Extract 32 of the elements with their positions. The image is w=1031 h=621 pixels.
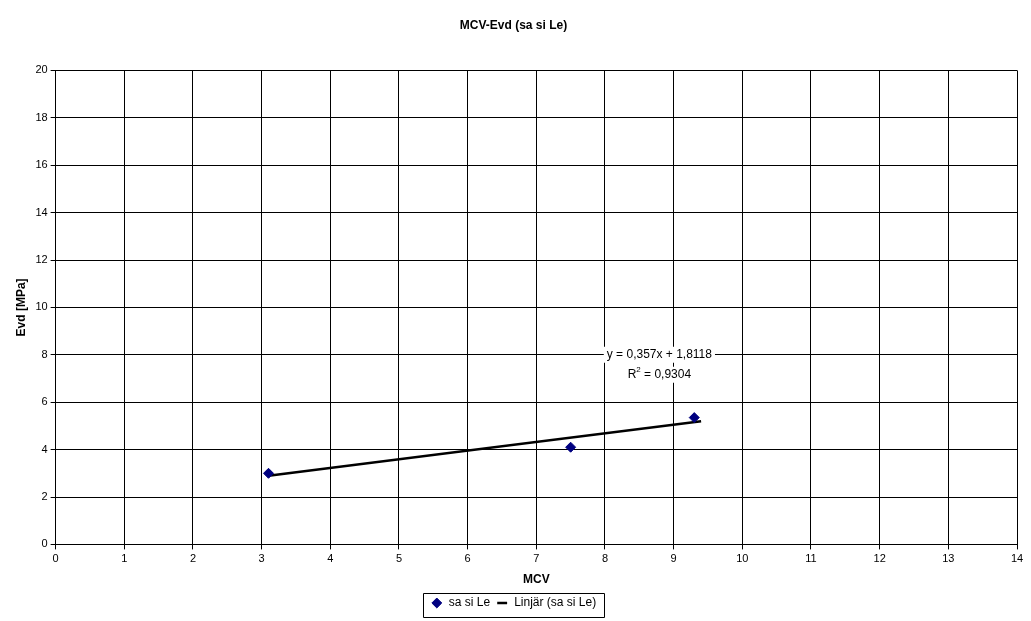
x-tick-label: 13 bbox=[942, 552, 955, 565]
y-tick-label: 18 bbox=[35, 110, 48, 123]
x-tick-label: 1 bbox=[121, 552, 128, 565]
x-tick-label: 10 bbox=[736, 552, 749, 565]
y-tick-label: 14 bbox=[35, 205, 48, 218]
y-tick-label: 6 bbox=[41, 395, 48, 408]
x-tick-label: 6 bbox=[464, 552, 471, 565]
x-tick-label: 5 bbox=[395, 552, 403, 565]
y-tick-label: 8 bbox=[41, 347, 48, 360]
y-tick-label: 0 bbox=[41, 537, 48, 550]
x-tick-label: 9 bbox=[670, 552, 677, 565]
x-tick-label: 14 bbox=[1010, 552, 1024, 565]
y-tick-label: 10 bbox=[35, 300, 48, 313]
x-tick-label: 2 bbox=[189, 552, 197, 565]
annotation: y = 0,357x + 1,8118 bbox=[606, 347, 713, 362]
x-tick-label: 3 bbox=[258, 552, 265, 565]
y-axis-title: Evd [MPa] bbox=[13, 278, 28, 337]
y-tick-label: 4 bbox=[41, 442, 48, 455]
legend-label: Linjär (sa si Le) bbox=[514, 595, 597, 610]
x-tick-label: 0 bbox=[52, 552, 59, 565]
y-tick-label: 16 bbox=[35, 158, 48, 171]
x-tick-label: 8 bbox=[601, 552, 609, 565]
legend-label: sa si Le bbox=[448, 595, 491, 610]
y-tick-label: 20 bbox=[35, 63, 48, 76]
x-tick-label: 12 bbox=[873, 552, 886, 565]
y-tick-label: 12 bbox=[35, 253, 48, 266]
x-tick-label: 11 bbox=[805, 552, 817, 565]
x-tick-label: 7 bbox=[533, 552, 540, 565]
y-tick-label: 2 bbox=[41, 490, 48, 503]
x-tick-label: 4 bbox=[327, 552, 334, 565]
x-axis-title: MCV bbox=[522, 572, 550, 587]
chart-title: MCV-Evd (sa si Le) bbox=[459, 17, 568, 32]
